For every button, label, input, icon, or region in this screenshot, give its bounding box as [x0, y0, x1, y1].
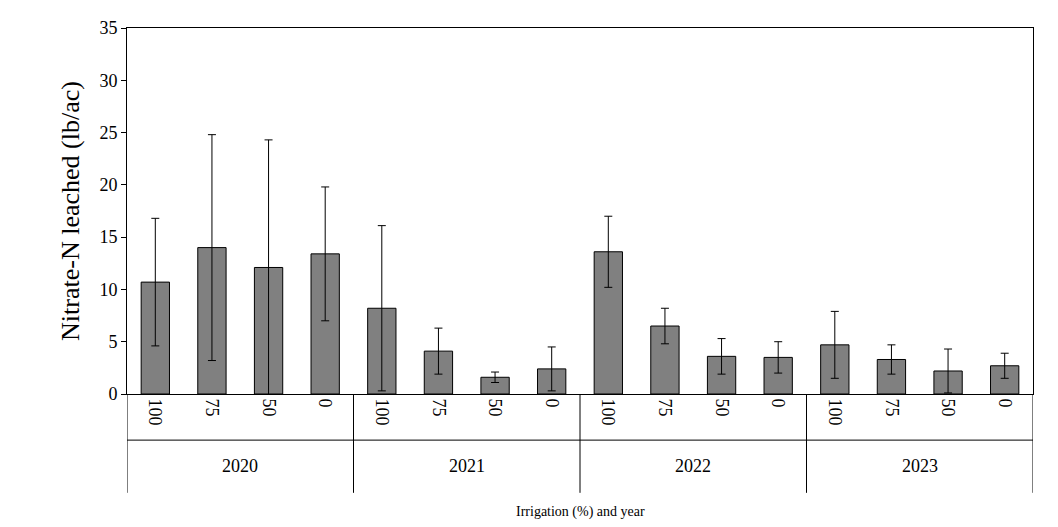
svg-text:35: 35: [99, 18, 117, 38]
svg-text:75: 75: [882, 399, 902, 417]
svg-text:75: 75: [429, 399, 449, 417]
svg-text:100: 100: [145, 399, 165, 426]
svg-text:5: 5: [108, 332, 117, 352]
svg-text:Nitrate-N leached (lb/ac): Nitrate-N leached (lb/ac): [56, 81, 85, 341]
svg-text:75: 75: [202, 399, 222, 417]
svg-text:0: 0: [995, 399, 1015, 408]
svg-text:0: 0: [768, 399, 788, 408]
svg-text:2020: 2020: [222, 456, 258, 476]
svg-text:Irrigation (%) and year: Irrigation (%) and year: [516, 504, 645, 520]
svg-text:0: 0: [542, 399, 562, 408]
svg-text:2021: 2021: [449, 456, 485, 476]
svg-text:0: 0: [315, 399, 335, 408]
svg-text:15: 15: [99, 227, 117, 247]
svg-text:100: 100: [372, 399, 392, 426]
svg-text:0: 0: [108, 384, 117, 404]
svg-text:2023: 2023: [902, 456, 938, 476]
svg-text:25: 25: [99, 123, 117, 143]
svg-text:100: 100: [598, 399, 618, 426]
svg-text:50: 50: [485, 399, 505, 417]
svg-text:10: 10: [99, 280, 117, 300]
svg-text:2022: 2022: [675, 456, 711, 476]
svg-text:30: 30: [99, 71, 117, 91]
svg-text:100: 100: [825, 399, 845, 426]
svg-text:50: 50: [938, 399, 958, 417]
svg-text:50: 50: [712, 399, 732, 417]
svg-text:50: 50: [259, 399, 279, 417]
svg-text:20: 20: [99, 175, 117, 195]
svg-text:75: 75: [655, 399, 675, 417]
